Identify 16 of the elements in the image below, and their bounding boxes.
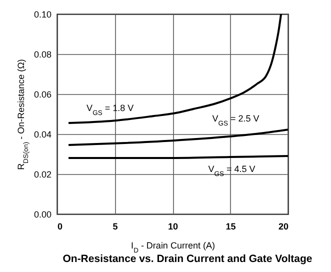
y-tick-label: 0.00 <box>34 210 52 220</box>
y-tick-label: 0.08 <box>34 50 52 60</box>
x-tick-label: 0 <box>58 222 63 232</box>
x-tick-label: 5 <box>112 222 118 232</box>
x-axis-title: I$_{D}$ - Drain Current (A) <box>131 240 215 254</box>
text: On-Resistance vs. Drain Current and Gate Voltage <box>62 253 312 265</box>
series-label: V$_{GS}$ = 1.8 V <box>86 103 134 116</box>
x-tick-label: 20 <box>278 222 288 232</box>
x-tick-label: 15 <box>226 222 236 232</box>
x-tick-label: 10 <box>168 222 178 232</box>
series-label: V$_{GS}$ = 4.5 V <box>208 164 256 178</box>
series-label: V$_{GS}$ = 2.5 V <box>212 113 260 127</box>
y-tick-label: 0.04 <box>34 130 52 140</box>
y-tick-label: 0.10 <box>34 10 52 20</box>
y-tick-label: 0.06 <box>34 90 52 100</box>
y-tick-label: 0.02 <box>34 170 52 180</box>
